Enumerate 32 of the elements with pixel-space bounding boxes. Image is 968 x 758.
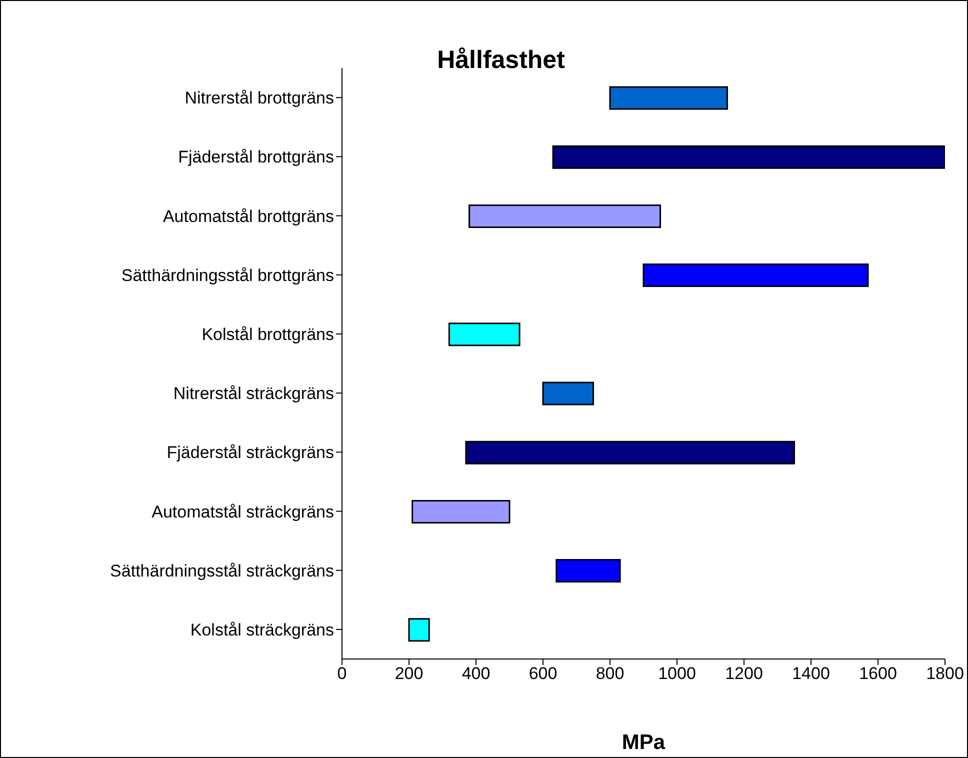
x-tick-label: 1600 [859, 664, 897, 684]
y-tick-label: Automatstål brottgräns [162, 206, 334, 226]
chart-title: Hållfasthet [436, 46, 566, 75]
x-tick-label: 600 [528, 664, 558, 684]
y-tick-label: Sätthärdningsstål sträckgräns [110, 561, 334, 580]
bar [552, 145, 945, 169]
x-tick-label: 1800 [926, 664, 964, 684]
bar [465, 440, 795, 464]
x-tick-label: 1400 [792, 664, 830, 684]
bar [408, 618, 430, 642]
bar [412, 500, 510, 524]
x-tick-label: 1200 [725, 664, 763, 684]
x-tick-label: 0 [337, 664, 347, 684]
bar [448, 322, 520, 346]
y-tick-label: Fjäderstål brottgräns [178, 148, 334, 167]
bar [468, 204, 661, 228]
y-tick-label: Nitrerstål brottgräns [184, 88, 334, 108]
bar [609, 86, 728, 110]
y-tick-label: Nitrerstål sträckgräns [173, 384, 334, 404]
y-tick-label: Kolstål sträckgräns [190, 620, 334, 640]
x-tick-label: 1000 [658, 664, 696, 684]
x-tick-label: 800 [596, 664, 624, 684]
bar [642, 264, 869, 288]
bar [556, 559, 621, 583]
bar [542, 382, 594, 406]
x-tick-label: 200 [394, 664, 424, 684]
y-tick-label: Fjäderstål sträckgräns [166, 443, 334, 462]
x-axis-title: MPa [622, 731, 666, 754]
y-tick-label: Sätthärdningsstål brottgräns [121, 266, 334, 285]
y-tick-label: Kolstål brottgräns [202, 324, 334, 344]
x-tick-label: 400 [462, 664, 490, 684]
y-tick-label: Automatstål sträckgräns [152, 502, 334, 522]
